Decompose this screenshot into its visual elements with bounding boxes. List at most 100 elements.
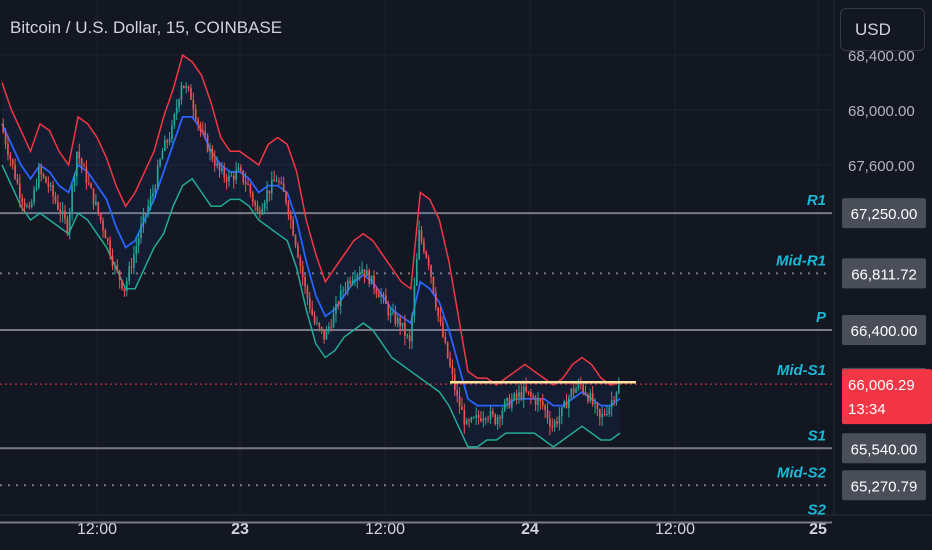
candle-body bbox=[99, 213, 102, 221]
pivot-label: Mid-S1 bbox=[777, 362, 826, 379]
candle-body bbox=[26, 205, 28, 207]
candle-body bbox=[349, 280, 352, 284]
candle-body bbox=[256, 205, 259, 212]
candle-body bbox=[278, 181, 280, 183]
candle-body bbox=[80, 158, 83, 166]
candle-body bbox=[494, 414, 497, 425]
candle-body bbox=[45, 176, 47, 183]
pivot-label: S1 bbox=[808, 427, 826, 444]
candle-body bbox=[306, 286, 309, 298]
candle-body bbox=[232, 175, 235, 180]
candle-body bbox=[617, 382, 620, 393]
candle-body bbox=[496, 417, 499, 425]
candle-body bbox=[7, 144, 9, 155]
candle-body bbox=[225, 177, 228, 182]
countdown-label: 13:34 bbox=[848, 401, 886, 418]
candle-body bbox=[434, 292, 437, 308]
candle-body bbox=[66, 218, 69, 233]
candle-body bbox=[311, 308, 314, 316]
candle-body bbox=[551, 426, 554, 428]
currency-button[interactable]: USD bbox=[840, 8, 925, 51]
candle-body bbox=[192, 99, 195, 110]
candle-body bbox=[560, 407, 563, 417]
candle-body bbox=[594, 403, 596, 405]
candle-body bbox=[458, 395, 461, 407]
candle-body bbox=[411, 315, 413, 342]
candle-body bbox=[339, 290, 342, 306]
pivot-label: P bbox=[816, 309, 827, 326]
candle-body bbox=[95, 202, 97, 205]
candle-body bbox=[244, 181, 247, 185]
candle-body bbox=[223, 167, 226, 178]
band-fill bbox=[2, 55, 620, 447]
candle-body bbox=[64, 210, 66, 219]
symbol-title: Bitcoin / U.S. Dollar, 15, COINBASE bbox=[10, 18, 283, 37]
candle-body bbox=[572, 388, 575, 393]
candle-body bbox=[178, 99, 180, 108]
candle-body bbox=[608, 407, 611, 414]
candle-body bbox=[582, 384, 584, 392]
candle-body bbox=[4, 132, 7, 145]
candle-body bbox=[209, 148, 211, 152]
candle-body bbox=[33, 189, 35, 203]
candle-body bbox=[444, 336, 447, 343]
candle-body bbox=[14, 164, 16, 179]
candle-body bbox=[518, 392, 520, 397]
y-tick-label: 68,400.00 bbox=[848, 48, 915, 65]
candle-body bbox=[109, 240, 111, 256]
candle-body bbox=[439, 316, 442, 323]
candle-body bbox=[399, 317, 401, 327]
candle-body bbox=[275, 181, 278, 183]
candle-body bbox=[216, 163, 218, 166]
candle-body bbox=[294, 235, 297, 246]
candle-body bbox=[363, 269, 366, 277]
candle-body bbox=[387, 303, 390, 316]
current-price-tag bbox=[842, 369, 932, 425]
candle-body bbox=[199, 123, 202, 131]
candle-body bbox=[49, 185, 52, 187]
candle-body bbox=[342, 289, 344, 291]
candle-body bbox=[415, 258, 418, 286]
candle-body bbox=[68, 211, 71, 233]
candle-body bbox=[487, 418, 489, 420]
candle-body bbox=[175, 107, 178, 115]
candle-body bbox=[61, 210, 64, 215]
candle-body bbox=[230, 175, 233, 177]
candle-body bbox=[335, 303, 337, 314]
candle-body bbox=[206, 135, 209, 152]
candle-body bbox=[568, 397, 570, 409]
candle-body bbox=[282, 183, 285, 192]
candle-body bbox=[266, 190, 268, 203]
candle-body bbox=[404, 322, 406, 336]
candle-body bbox=[351, 280, 354, 284]
candle-body bbox=[171, 125, 173, 140]
x-tick-label: 12:00 bbox=[655, 521, 695, 538]
candle-body bbox=[152, 193, 154, 197]
candle-body bbox=[492, 410, 494, 415]
candle-body bbox=[71, 186, 73, 212]
candle-body bbox=[501, 410, 504, 419]
candle-body bbox=[320, 327, 323, 331]
candle-body bbox=[553, 421, 556, 428]
candle-body bbox=[159, 159, 161, 166]
candle-body bbox=[344, 289, 347, 291]
candle-body bbox=[135, 246, 138, 255]
candle-body bbox=[361, 269, 363, 274]
candle-body bbox=[475, 415, 478, 418]
candle-body bbox=[259, 211, 261, 215]
current-price-label: 66,006.29 bbox=[848, 377, 915, 394]
candle-body bbox=[235, 170, 237, 180]
candle-body bbox=[202, 130, 204, 132]
candle-body bbox=[389, 313, 392, 316]
candle-body bbox=[368, 270, 371, 285]
candle-body bbox=[116, 265, 119, 271]
candle-body bbox=[249, 184, 252, 193]
candle-body bbox=[437, 307, 439, 317]
price-tag-box bbox=[842, 198, 926, 229]
candle-body bbox=[154, 187, 157, 194]
candle-body bbox=[287, 202, 290, 216]
candle-body bbox=[508, 398, 511, 408]
candle-body bbox=[292, 219, 295, 236]
